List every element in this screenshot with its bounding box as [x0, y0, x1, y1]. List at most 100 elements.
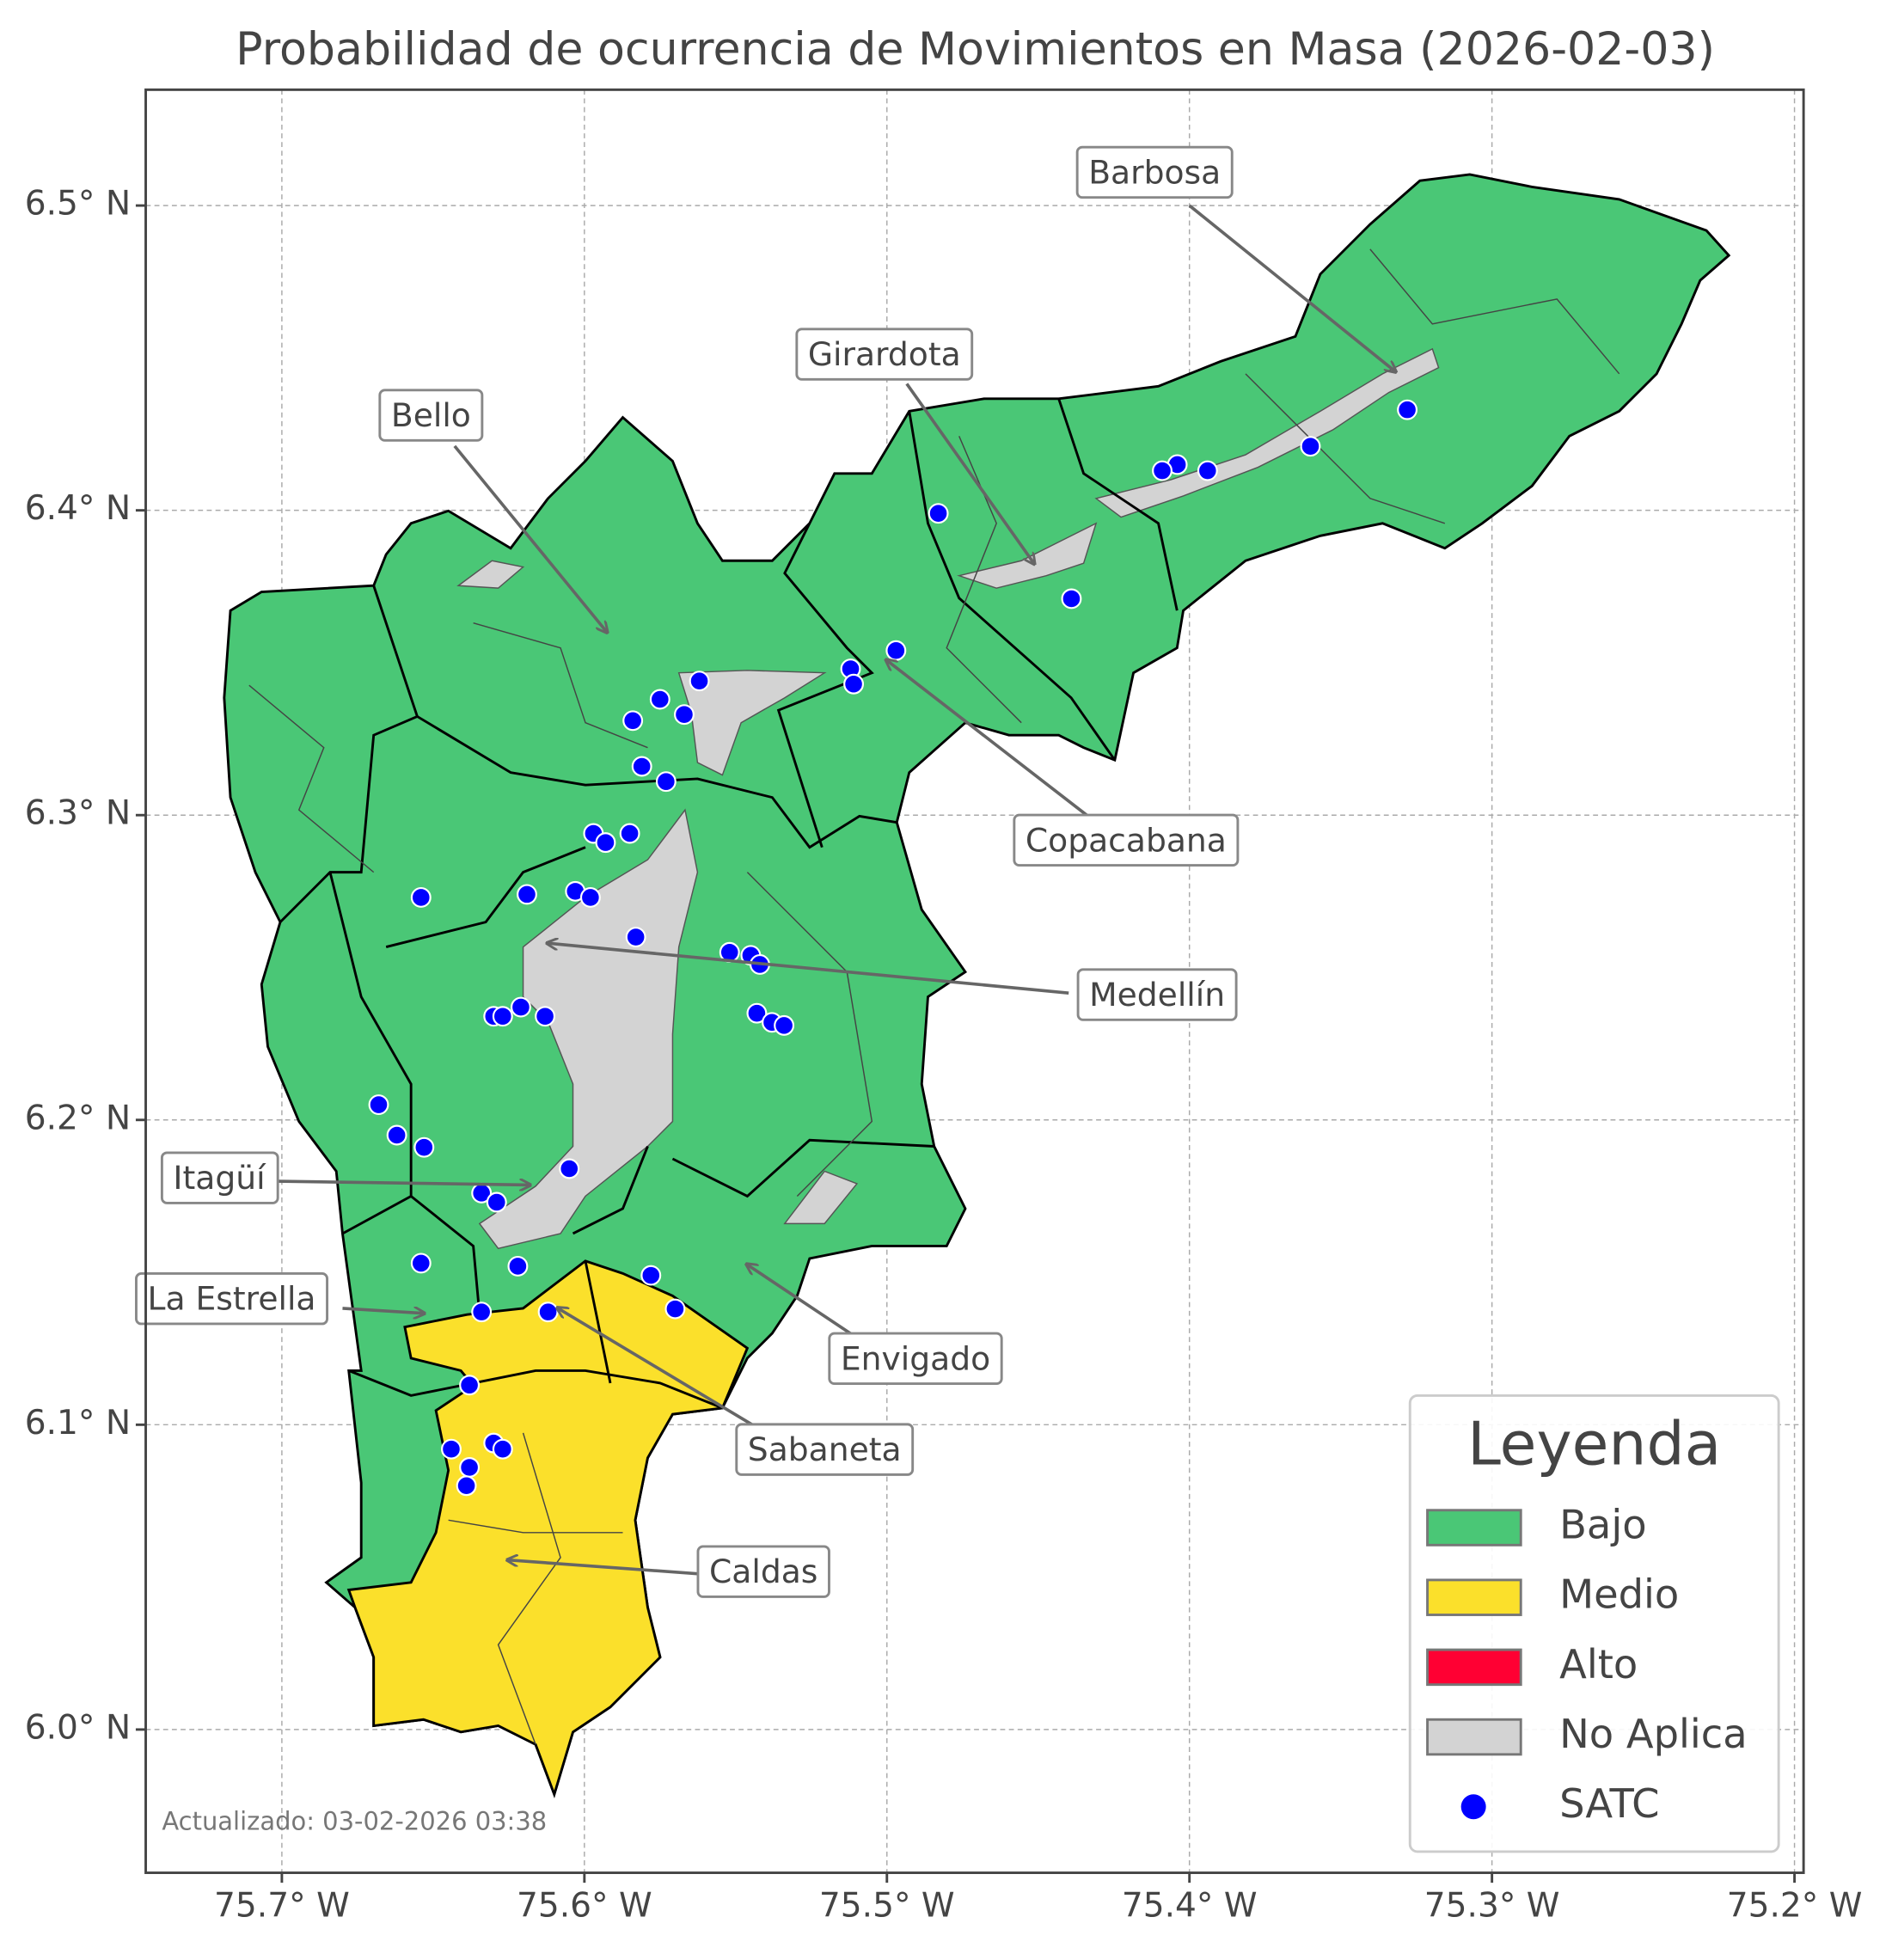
satc-points [368, 399, 1418, 1497]
satc-point [386, 1124, 407, 1146]
axes-frame [144, 88, 1805, 1874]
annotation-label: Sabaneta [748, 1430, 902, 1468]
annotation-arrow [558, 1308, 768, 1435]
annotation-arrow [508, 1560, 698, 1576]
satc-point [774, 1014, 795, 1036]
satc-point [746, 1002, 768, 1024]
map-title: Probabilidad de ocurrencia de Movimiento… [236, 24, 1715, 76]
y-tick-label: 6.2° N [25, 1099, 131, 1137]
annotation-arrow [548, 943, 1069, 995]
satc-point [674, 704, 695, 726]
satc-point [1061, 588, 1082, 609]
satc-point [1152, 460, 1173, 481]
satc-point [619, 823, 640, 844]
satc-point [537, 1302, 559, 1323]
annotation-arrow [453, 444, 607, 632]
annotation-label: La Estrella [148, 1280, 316, 1318]
satc-point [655, 771, 677, 793]
x-tick-label: 75.5° W [819, 1887, 955, 1926]
region-no-aplica [456, 560, 525, 589]
boundary-minor [448, 1519, 623, 1534]
satc-point [595, 832, 616, 854]
legend-swatch [1426, 1578, 1522, 1616]
satc-point [664, 1298, 686, 1320]
legend-label: Bajo [1559, 1502, 1646, 1548]
annotation-box [828, 1332, 1003, 1386]
satc-point [459, 1457, 481, 1478]
boundary [776, 523, 874, 848]
satc-point [928, 503, 949, 524]
region-no-aplica [677, 670, 827, 776]
ticks: 75.7° W 75.6° W 75.5° W 75.4° W 75.3° W 75.2°… [25, 185, 1863, 1926]
boundary [584, 1260, 612, 1384]
annotation-arrow [887, 660, 1098, 824]
annotations: Barbosa Girardota Bello Copacabana Medellín I… [135, 145, 1395, 1598]
boundary [572, 1145, 649, 1235]
annotation-label: Caldas [709, 1553, 817, 1590]
boundary-minor [746, 872, 873, 1197]
satc-point [456, 1475, 477, 1497]
legend-swatch [1426, 1648, 1522, 1687]
annotation-label: Medellín [1089, 976, 1225, 1014]
satc-point [579, 886, 601, 908]
boundary [410, 1195, 481, 1315]
annotation-box [1013, 813, 1240, 867]
region-medio [346, 1259, 750, 1798]
satc-point [492, 1438, 513, 1460]
satc-point [368, 1094, 389, 1116]
satc-point [507, 1256, 529, 1277]
satc-point [843, 673, 865, 695]
region-no-aplica [1094, 347, 1440, 518]
satc-point [459, 1375, 481, 1396]
boundary-minor [1369, 248, 1620, 375]
satc-point [559, 1158, 580, 1179]
satc-point [413, 1136, 435, 1158]
boundary [385, 846, 586, 948]
boundary [1057, 398, 1179, 611]
annotation-arrow [905, 383, 1034, 563]
legend-swatch [1426, 1509, 1522, 1547]
satc-point [492, 1006, 513, 1027]
boundary-minor [946, 436, 1022, 724]
y-tick-label: 6.0° N [25, 1708, 131, 1747]
y-tick-label: 6.1° N [25, 1404, 131, 1442]
annotation-arrow [747, 1265, 860, 1341]
x-tick-label: 75.2° W [1727, 1887, 1863, 1926]
annotation-label: Barbosa [1088, 153, 1221, 191]
satc-point [535, 1006, 556, 1027]
satc-point [517, 884, 537, 905]
annotation-label: Itagüí [173, 1159, 266, 1197]
x-tick-label: 75.6° W [517, 1887, 652, 1926]
x-tick-label: 75.7° W [214, 1887, 350, 1926]
y-tick-label: 6.5° N [25, 185, 131, 224]
annotation-arrow [1188, 204, 1395, 371]
annotation-label: Girardota [808, 335, 961, 373]
boundary [279, 585, 419, 923]
annotation-box [160, 1151, 279, 1204]
boundary [416, 715, 897, 849]
legend-label: Medio [1559, 1571, 1679, 1618]
satc-point [441, 1438, 462, 1460]
legend-marker [1460, 1794, 1486, 1820]
legend-label: No Aplica [1559, 1711, 1748, 1757]
legend: Leyenda Bajo Medio Alto No Aplica SATC [1408, 1393, 1780, 1853]
satc-point [410, 886, 432, 908]
satc-point [1197, 460, 1218, 481]
annotation-label: Bello [391, 396, 471, 434]
annotation-arrow [276, 1181, 530, 1185]
annotation-box [696, 1545, 830, 1598]
annotation-box [1075, 145, 1234, 199]
legend-title: Leyenda [1467, 1409, 1721, 1479]
satc-point [410, 1253, 432, 1274]
satc-point [471, 1302, 493, 1323]
annotation-arrow [342, 1308, 423, 1314]
boundary-minor [497, 1432, 561, 1745]
annotation-box [378, 389, 484, 442]
annotation-label: Envigado [841, 1339, 990, 1377]
annotation-box [1076, 968, 1238, 1021]
x-tick-label: 75.3° W [1424, 1887, 1560, 1926]
region-no-aplica [478, 808, 699, 1250]
annotation-box [735, 1423, 915, 1476]
satc-point [622, 710, 644, 732]
